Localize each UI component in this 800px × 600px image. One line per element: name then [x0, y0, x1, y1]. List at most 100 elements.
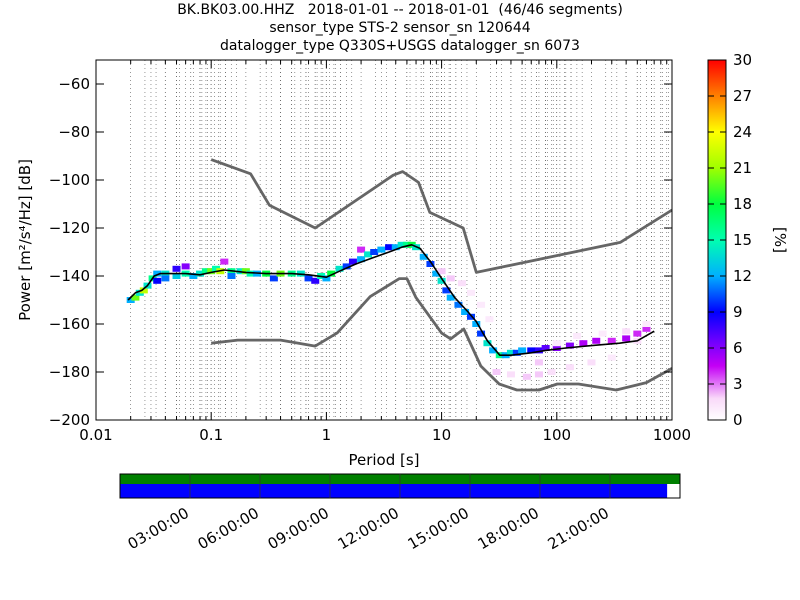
- psd-cell: [385, 244, 394, 251]
- psd-cell: [485, 316, 494, 323]
- psd-cell: [189, 273, 198, 279]
- y-tick-label: −160: [49, 315, 90, 333]
- psd-cell: [607, 354, 616, 361]
- psd-cell: [131, 294, 140, 301]
- psd-cell: [472, 321, 481, 327]
- psd-cell: [311, 277, 320, 284]
- psd-cell: [483, 340, 492, 347]
- y-tick-label: −80: [58, 123, 90, 141]
- psd-cell: [565, 364, 574, 371]
- psd-cell: [357, 246, 366, 253]
- psd-cell: [211, 265, 220, 272]
- psd-cell: [642, 325, 651, 332]
- y-tick-label: −60: [58, 75, 90, 93]
- mode-curve: [127, 244, 655, 357]
- timeline-tick-label: 09:00:00: [265, 504, 332, 553]
- psd-cell: [607, 337, 616, 344]
- chart-title-line-1: BK.BK03.00.HHZ 2018-01-01 -- 2018-01-01 …: [177, 2, 623, 18]
- psd-cell: [573, 333, 582, 339]
- timeline-tick-label: 15:00:00: [405, 504, 472, 553]
- psd-cell: [541, 345, 550, 351]
- x-axis-label: Period [s]: [348, 451, 419, 469]
- psd-cell: [547, 369, 556, 375]
- colorbar-tick-label: 3: [733, 375, 743, 393]
- psd-cell: [527, 347, 536, 354]
- psd-cell: [437, 268, 446, 275]
- psd-cell: [642, 321, 651, 327]
- x-tick-label: 100: [542, 426, 571, 444]
- psd-cell: [304, 275, 313, 282]
- colorbar-tick-label: 24: [733, 123, 752, 141]
- psd-cell: [534, 359, 543, 366]
- y-tick-label: −120: [49, 219, 90, 237]
- chart-title-line-2: sensor_type STS-2 sensor_sn 120644: [269, 20, 531, 36]
- psd-cell: [342, 263, 351, 270]
- y-tick-label: −180: [49, 363, 90, 381]
- psd-cell: [161, 275, 170, 282]
- x-tick-label: 0.01: [79, 426, 112, 444]
- psd-cell: [552, 345, 561, 351]
- psd-cell: [241, 268, 250, 275]
- psd-cell: [322, 275, 331, 282]
- x-tick-label: 1: [322, 426, 332, 444]
- psd-cell: [181, 263, 190, 270]
- psd-cell: [196, 270, 205, 277]
- timeline-tick-label: 21:00:00: [545, 504, 612, 553]
- colorbar-tick-label: 9: [733, 303, 743, 321]
- timeline-tick-label: 03:00:00: [125, 504, 192, 553]
- psd-cell: [172, 265, 181, 272]
- plot-frame: [95, 59, 673, 421]
- psd-cell: [522, 373, 531, 380]
- psd-cell: [220, 258, 229, 265]
- psd-cell: [467, 289, 476, 296]
- psd-cell: [587, 359, 596, 366]
- psd-cell: [207, 268, 216, 275]
- psd-cell: [552, 340, 561, 347]
- colorbar-label: [%]: [771, 227, 789, 253]
- x-axis: 0.01 0.1 1 10 100 1000: [79, 60, 691, 444]
- psd-cell: [139, 287, 148, 294]
- psd-cell: [327, 270, 336, 277]
- psd-cell: [153, 270, 162, 277]
- mode-line: [127, 244, 655, 357]
- psd-cell: [457, 280, 466, 287]
- psd-cell: [370, 249, 379, 255]
- psd-cell: [227, 273, 236, 279]
- colorbar-tick-label: 6: [733, 339, 743, 357]
- psd-cell: [592, 337, 601, 344]
- psd-cell: [426, 261, 435, 267]
- psd-cell: [364, 251, 373, 258]
- psd-cell: [246, 270, 255, 277]
- psd-cell: [357, 256, 366, 263]
- psd-cell: [135, 289, 144, 296]
- psd-cell: [442, 287, 451, 294]
- y-axis: −200 −180 −160 −140 −120 −100 −80 −60: [49, 75, 672, 429]
- psd-cell: [622, 328, 631, 335]
- psd-cell: [432, 270, 441, 277]
- colorbar-tick-label: 15: [733, 231, 752, 249]
- psd-cell: [467, 313, 476, 320]
- psd-cell: [153, 277, 162, 284]
- psd-cell: [397, 241, 406, 248]
- psd-cell: [492, 369, 501, 375]
- psd-cell: [622, 335, 631, 342]
- psd-cell: [518, 347, 527, 354]
- x-tick-label: 0.1: [199, 426, 223, 444]
- psd-density: [126, 241, 651, 380]
- psd-cell: [534, 347, 543, 354]
- psd-cell: [269, 275, 278, 282]
- psd-cell: [477, 330, 486, 337]
- timeline-bar: 03:00:00 06:00:00 09:00:00 12:00:00 15:00:00…: [119, 473, 681, 553]
- colorbar-tick-label: 12: [733, 267, 752, 285]
- psd-cell: [633, 330, 642, 337]
- psd-cell: [446, 275, 455, 282]
- psd-cell: [391, 244, 400, 251]
- psd-coverage-bar: [120, 484, 668, 498]
- psd-cell: [565, 342, 574, 349]
- psd-cell: [446, 294, 455, 301]
- x-tick-label: 10: [432, 426, 451, 444]
- y-tick-label: −200: [49, 411, 90, 429]
- psd-cell: [598, 330, 607, 337]
